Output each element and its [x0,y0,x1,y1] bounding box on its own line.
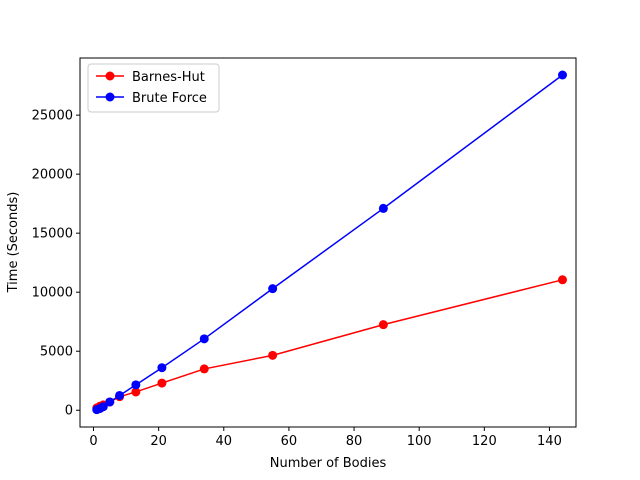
y-axis-ticks: 0 5000 10000 15000 20000 25000 [32,109,80,419]
data-point-barnes-hut [378,320,388,330]
data-point-brute-force [268,284,278,294]
legend-marker-barnes-hut [105,71,115,81]
x-axis-ticks: 0 20 40 60 80 100 120 140 [89,427,562,449]
data-point-brute-force [378,203,388,213]
x-axis-label: Number of Bodies [270,456,387,471]
legend-marker-brute-force [105,92,115,102]
data-point-barnes-hut [131,387,141,397]
data-point-barnes-hut [557,275,567,285]
y-tick-label: 5000 [40,345,73,360]
y-axis-label: Time (Seconds) [6,192,21,294]
x-tick-label: 80 [346,434,363,449]
data-point-brute-force [131,380,141,390]
data-point-barnes-hut [199,364,209,374]
y-tick-label: 20000 [32,168,73,183]
data-point-brute-force [98,402,108,412]
y-tick-label: 25000 [32,109,73,124]
x-tick-label: 40 [216,434,233,449]
data-point-brute-force [105,397,115,407]
data-point-brute-force [157,363,167,373]
axes-frame [79,57,577,428]
y-tick-label: 10000 [32,286,73,301]
data-point-brute-force [557,70,567,80]
data-point-brute-force [199,334,209,344]
legend-label-barnes-hut: Barnes-Hut [132,70,205,85]
legend-label-brute-force: Brute Force [132,91,207,106]
data-point-barnes-hut [268,350,278,360]
x-tick-label: 20 [150,434,167,449]
legend: Barnes-Hut Brute Force [87,63,220,113]
x-tick-label: 100 [407,434,432,449]
x-tick-label: 0 [89,434,97,449]
x-tick-label: 140 [537,434,562,449]
y-tick-label: 15000 [32,227,73,242]
data-point-barnes-hut [157,378,167,388]
data-point-brute-force [115,390,125,400]
y-tick-label: 0 [65,404,73,419]
x-tick-label: 60 [281,434,298,449]
plot-area [92,70,567,415]
x-tick-label: 120 [472,434,497,449]
